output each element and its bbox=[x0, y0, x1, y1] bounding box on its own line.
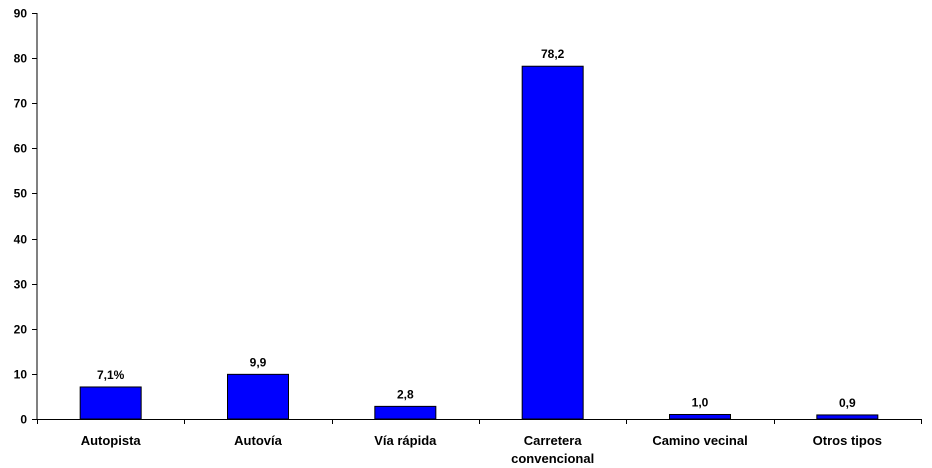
bar bbox=[521, 65, 584, 420]
x-category-label: Otros tipos bbox=[813, 433, 882, 448]
x-axis: Autopista Autovía Vía rápida Carretera conve… bbox=[37, 419, 922, 466]
y-tick-label: 90 bbox=[14, 7, 28, 21]
data-label: 78,2 bbox=[541, 47, 565, 61]
x-category-label: Camino vecinal bbox=[652, 433, 747, 448]
bar bbox=[227, 373, 289, 420]
y-tick-label: 0 bbox=[20, 413, 27, 427]
data-label: 7,1% bbox=[97, 368, 125, 382]
x-category-label: convencional bbox=[511, 451, 594, 466]
data-label: 9,9 bbox=[250, 355, 267, 369]
data-label: 2,8 bbox=[397, 387, 414, 401]
y-tick-label: 10 bbox=[14, 368, 28, 382]
y-tick-label: 20 bbox=[14, 323, 28, 337]
bar bbox=[669, 413, 731, 420]
data-label: 1,0 bbox=[692, 395, 709, 409]
y-tick-label: 40 bbox=[14, 233, 28, 247]
bar bbox=[79, 386, 142, 420]
x-category-label: Autovía bbox=[234, 433, 282, 448]
y-axis: 0 10 20 30 40 50 60 70 80 90 bbox=[14, 7, 38, 427]
x-category-label: Autopista bbox=[81, 433, 142, 448]
bar bbox=[816, 414, 879, 420]
bars: 7,1% 9,9 2,8 78,2 1,0 0,9 bbox=[79, 47, 879, 420]
data-label: 0,9 bbox=[839, 396, 856, 410]
y-tick-label: 30 bbox=[14, 278, 28, 292]
y-tick-label: 70 bbox=[14, 97, 28, 111]
bar bbox=[374, 405, 437, 420]
x-category-label: Carretera bbox=[524, 433, 583, 448]
x-category-label: Vía rápida bbox=[374, 433, 437, 448]
y-tick-label: 60 bbox=[14, 142, 28, 156]
y-tick-label: 50 bbox=[14, 187, 28, 201]
y-tick-label: 80 bbox=[14, 52, 28, 66]
